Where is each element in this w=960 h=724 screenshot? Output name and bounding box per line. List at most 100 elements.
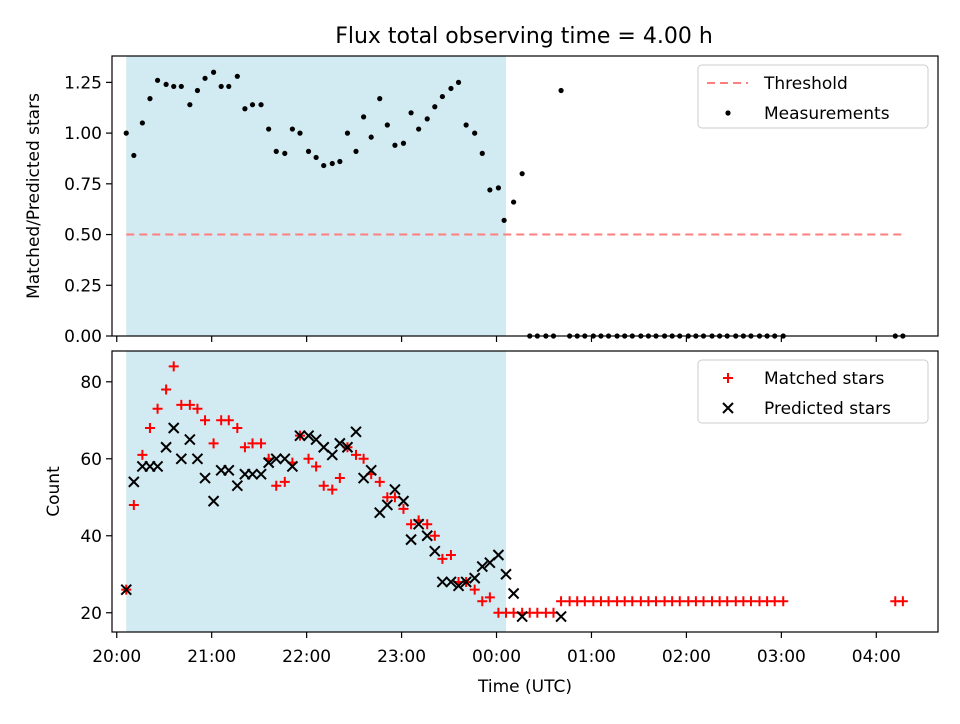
measurement-point xyxy=(305,148,312,154)
x-tick-label: 20:00 xyxy=(92,647,141,667)
measurement-point xyxy=(463,122,469,128)
legend-box xyxy=(697,64,929,129)
measurement-point xyxy=(258,102,264,108)
y-axis-label: Count xyxy=(44,466,64,517)
y-tick-label: 0.25 xyxy=(64,276,102,296)
predicted-star-point xyxy=(231,480,244,492)
matched-star-point xyxy=(192,403,203,414)
y-tick-label: 80 xyxy=(80,373,102,393)
predicted-star-point xyxy=(341,441,354,453)
measurement-point xyxy=(558,87,564,94)
measurement-point xyxy=(448,85,454,92)
matched-star-point xyxy=(769,596,780,607)
x-tick-label: 23:00 xyxy=(377,647,426,667)
matched-star-point xyxy=(722,596,733,607)
predicted-star-point xyxy=(128,476,140,488)
measurement-point xyxy=(408,110,414,116)
x-tick-label: 21:00 xyxy=(187,647,236,667)
matched-star-point xyxy=(351,449,362,460)
measurement-point xyxy=(360,114,367,120)
measurement-point xyxy=(194,87,201,94)
matched-star-point xyxy=(627,596,638,607)
measurement-point xyxy=(123,130,129,136)
matched-star-point xyxy=(144,422,155,433)
measurement-point xyxy=(344,130,351,136)
measurement-point xyxy=(321,162,327,169)
legend-label: Predicted stars xyxy=(764,399,891,419)
measurement-point xyxy=(171,83,177,90)
predicted-star-point xyxy=(436,576,449,588)
y-tick-label: 1.00 xyxy=(64,124,102,144)
measurement-point xyxy=(384,122,390,128)
measurement-point xyxy=(154,77,161,83)
measurement-point xyxy=(472,130,478,136)
matched-star-point xyxy=(279,476,290,487)
predicted-star-point xyxy=(507,587,520,600)
chart-title: Flux total observing time = 4.00 h xyxy=(335,24,713,49)
y-tick-label: 60 xyxy=(80,450,102,470)
measurement-point xyxy=(266,126,272,132)
measurement-point xyxy=(455,79,462,85)
matched-star-point xyxy=(200,415,211,426)
predicted-star-point xyxy=(350,426,362,438)
measurement-point xyxy=(313,154,319,161)
matched-star-point xyxy=(422,519,433,530)
y-tick-label: 0.50 xyxy=(64,226,102,246)
matched-star-point xyxy=(176,399,187,410)
matched-star-point xyxy=(603,596,614,607)
predicted-star-point xyxy=(294,429,306,442)
x-tick-label: 01:00 xyxy=(567,647,616,667)
predicted-star-point xyxy=(168,422,180,434)
predicted-star-point xyxy=(255,468,267,480)
matched-star-point xyxy=(256,438,267,449)
y-tick-label: 1.25 xyxy=(64,73,102,93)
measurement-point xyxy=(163,81,169,88)
measurement-point xyxy=(226,83,232,90)
measurement-point xyxy=(282,150,288,156)
predicted-star-point xyxy=(199,472,211,484)
predicted-star-point xyxy=(492,549,505,561)
measurement-point xyxy=(337,158,343,165)
predicted-star-point xyxy=(223,464,235,477)
measurement-point xyxy=(424,116,430,122)
matched-star-point xyxy=(161,384,172,395)
measurement-point xyxy=(210,69,217,75)
measurement-point xyxy=(416,126,422,132)
measurement-point xyxy=(501,217,507,223)
y-axis-label: Matched/Predicted stars xyxy=(24,93,44,299)
matched-star-point xyxy=(651,596,662,607)
matched-star-point xyxy=(469,584,480,595)
matched-star-point xyxy=(128,499,139,510)
predicted-star-point xyxy=(500,568,512,580)
predicted-star-point xyxy=(555,610,567,623)
measurement-point xyxy=(242,106,248,112)
matched-star-point xyxy=(303,453,314,464)
matched-star-point xyxy=(477,596,488,607)
legend-box xyxy=(697,359,929,424)
x-axis-label: Time (UTC) xyxy=(477,677,572,697)
matched-star-point xyxy=(334,473,345,484)
legend-label: Matched stars xyxy=(764,369,884,389)
legend-label: Threshold xyxy=(763,74,848,94)
measurement-point xyxy=(432,104,438,110)
matched-star-point xyxy=(137,449,148,460)
measurement-point xyxy=(479,150,485,156)
matched-star-point xyxy=(247,438,258,449)
matched-star-point xyxy=(239,442,250,453)
matched-star-point xyxy=(398,503,409,514)
matched-star-point xyxy=(152,403,163,414)
measurement-point xyxy=(139,120,145,126)
x-tick-label: 03:00 xyxy=(757,647,806,667)
x-tick-label: 22:00 xyxy=(282,647,331,667)
x-tick-label: 02:00 xyxy=(662,647,711,667)
predicted-star-point xyxy=(246,468,259,480)
predicted-star-point xyxy=(460,576,472,588)
matched-star-point xyxy=(532,607,543,618)
matched-star-point xyxy=(556,596,567,607)
matched-star-point xyxy=(358,453,369,464)
legend-predicted-swatch xyxy=(722,402,734,414)
measurement-point xyxy=(392,142,398,148)
matched-star-point xyxy=(484,592,495,603)
predicted-star-point xyxy=(516,610,528,623)
predicted-star-point xyxy=(397,495,410,507)
